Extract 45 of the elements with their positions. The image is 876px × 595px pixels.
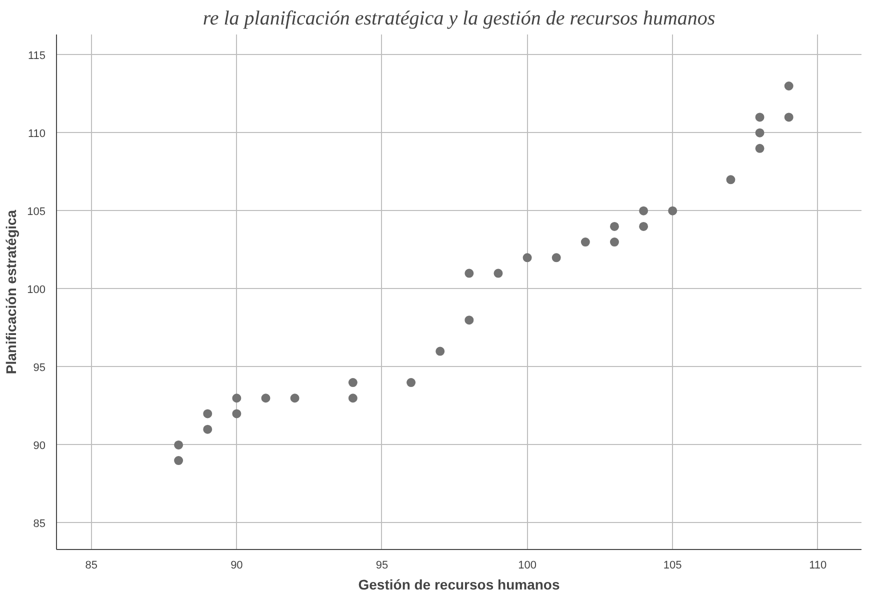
point — [755, 112, 764, 122]
point — [261, 394, 270, 403]
y-tick-label: 90 — [33, 440, 46, 452]
x-tick-label: 110 — [809, 560, 827, 572]
y-tick-label: 100 — [27, 284, 46, 296]
y-tick-label: 110 — [28, 128, 46, 140]
point — [406, 378, 416, 388]
point — [522, 253, 532, 262]
point — [348, 378, 358, 388]
x-tick-label: 90 — [230, 560, 243, 572]
y-tick-label: 115 — [28, 50, 46, 62]
point — [464, 268, 474, 278]
y-tick-label: 85 — [33, 518, 46, 530]
y-tick-label: 105 — [27, 206, 46, 218]
point — [784, 82, 794, 90]
x-axis-title: Gestión de recursos humanos — [358, 576, 560, 592]
point — [174, 456, 184, 466]
point — [232, 409, 242, 418]
point — [668, 206, 678, 216]
point — [755, 128, 764, 138]
y-tick-label: 95 — [33, 362, 46, 374]
point — [726, 175, 736, 184]
point — [464, 316, 474, 325]
x-tick-label: 105 — [663, 560, 682, 572]
x-tick-label: 95 — [376, 560, 388, 572]
point — [436, 346, 445, 356]
point — [755, 144, 764, 153]
y-axis-title: Planificación estratégica — [3, 210, 20, 374]
point — [290, 394, 300, 403]
point — [552, 253, 561, 262]
chart-title: re la planificación estratégica y la gestión de recursos humanos — [202, 8, 716, 30]
point — [494, 268, 503, 278]
point — [639, 206, 648, 216]
x-tick-label: 85 — [85, 560, 98, 572]
point — [348, 394, 358, 403]
x-tick-label: 100 — [518, 560, 536, 572]
point — [174, 440, 184, 450]
point — [784, 112, 794, 122]
point — [203, 409, 212, 418]
point — [232, 394, 242, 403]
point — [610, 238, 619, 247]
point — [639, 222, 648, 231]
point — [610, 222, 619, 231]
point — [580, 238, 590, 247]
point — [203, 424, 212, 434]
